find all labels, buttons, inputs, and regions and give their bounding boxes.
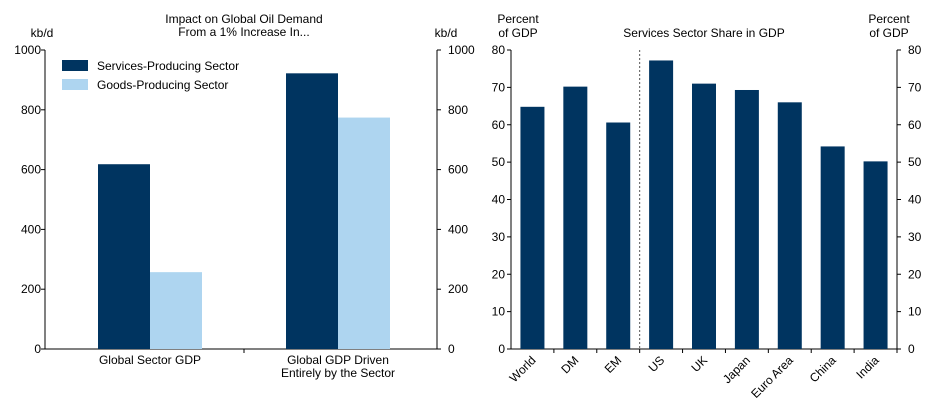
y-tick-label-left: 30: [492, 230, 506, 244]
x-category-label: EM: [602, 353, 625, 376]
bar-services-0: [98, 164, 150, 349]
bar-goods-1: [338, 117, 390, 349]
bar-6: [777, 102, 802, 349]
x-category-label: UK: [688, 353, 710, 375]
y-axis-unit-left: kb/d: [31, 26, 54, 40]
y-tick-label-right: 0: [448, 342, 455, 356]
legend-swatch-1: [62, 79, 88, 90]
y-tick-label-left: 10: [492, 305, 506, 319]
y-tick-label-right: 70: [908, 80, 922, 94]
y-axis-unit-left-line: of GDP: [498, 26, 537, 40]
x-category-label: Global GDP Driven: [287, 353, 389, 367]
y-tick-label-left: 800: [21, 103, 41, 117]
x-category-label: Global Sector GDP: [99, 353, 201, 367]
x-category-label: DM: [558, 353, 581, 376]
x-category-label: Japan: [720, 353, 753, 386]
legend-swatch-0: [62, 60, 88, 71]
y-tick-label-left: 70: [492, 80, 506, 94]
bar-goods-0: [150, 272, 202, 349]
bar-1: [563, 86, 588, 349]
y-tick-label-left: 200: [21, 282, 41, 296]
y-tick-label-right: 0: [908, 342, 915, 356]
y-axis-unit-right-line: Percent: [868, 12, 910, 26]
bar-4: [692, 83, 716, 349]
y-tick-label-right: 600: [448, 163, 468, 177]
chart-title: Services Sector Share in GDP: [623, 26, 784, 40]
y-tick-label-left: 400: [21, 222, 41, 236]
y-tick-label-right: 30: [908, 230, 922, 244]
bar-5: [734, 89, 759, 350]
legend-label-1: Goods-Producing Sector: [97, 78, 228, 92]
y-tick-label-right: 400: [448, 222, 468, 236]
y-tick-label-right: 200: [448, 282, 468, 296]
bar-8: [863, 161, 888, 349]
y-tick-label-left: 20: [492, 267, 506, 281]
y-tick-label-left: 0: [498, 342, 505, 356]
x-category-label: India: [853, 353, 882, 382]
x-category-label: World: [507, 353, 539, 385]
y-tick-label-left: 60: [492, 118, 506, 132]
y-tick-label-right: 1000: [448, 43, 475, 57]
bar-3: [649, 60, 674, 350]
y-tick-label-right: 800: [448, 103, 468, 117]
y-tick-label-right: 60: [908, 118, 922, 132]
y-tick-label-left: 40: [492, 193, 506, 207]
y-axis-unit-left-line: Percent: [497, 12, 539, 26]
y-tick-label-right: 80: [908, 43, 922, 57]
y-tick-label-left: 0: [34, 342, 41, 356]
chart-title-line: Impact on Global Oil Demand: [165, 12, 322, 26]
chart-title-line: From a 1% Increase In...: [178, 25, 309, 39]
bar-services-1: [286, 73, 338, 350]
y-tick-label-right: 40: [908, 193, 922, 207]
y-tick-label-right: 10: [908, 305, 922, 319]
y-tick-label-left: 80: [492, 43, 506, 57]
x-category-label: Entirely by the Sector: [281, 366, 395, 380]
legend-label-0: Services-Producing Sector: [97, 59, 239, 73]
bar-0: [520, 106, 545, 349]
y-tick-label-left: 1000: [14, 43, 41, 57]
y-axis-unit-right: kb/d: [435, 26, 458, 40]
y-tick-label-left: 600: [21, 163, 41, 177]
bar-7: [820, 146, 845, 349]
x-category-label: Euro Area: [748, 353, 796, 401]
y-axis-unit-right-line: of GDP: [869, 26, 908, 40]
x-category-label: US: [646, 353, 668, 375]
bar-2: [606, 122, 631, 349]
x-category-label: China: [807, 353, 839, 385]
y-tick-label-left: 50: [492, 155, 506, 169]
y-tick-label-right: 50: [908, 155, 922, 169]
y-tick-label-right: 20: [908, 267, 922, 281]
